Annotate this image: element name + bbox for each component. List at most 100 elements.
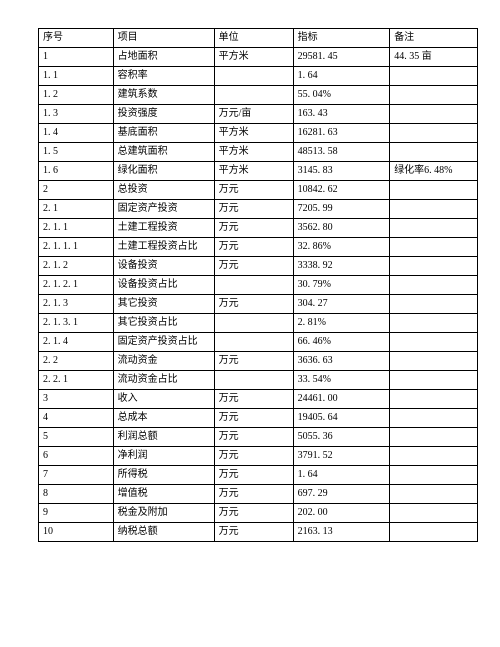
cell: 1 — [39, 48, 114, 67]
cell: 绿化率6. 48% — [390, 162, 478, 181]
cell: 万元 — [214, 295, 293, 314]
cell: 202. 00 — [293, 504, 390, 523]
cell: 总成本 — [113, 409, 214, 428]
cell: 44. 35 亩 — [390, 48, 478, 67]
cell: 1. 64 — [293, 466, 390, 485]
col-header-0: 序号 — [39, 29, 114, 48]
cell — [390, 295, 478, 314]
table-row: 1. 5总建筑面积平方米48513. 58 — [39, 143, 478, 162]
cell: 32. 86% — [293, 238, 390, 257]
cell: 万元 — [214, 352, 293, 371]
cell — [390, 200, 478, 219]
cell: 投资强度 — [113, 105, 214, 124]
table-row: 1. 1容积率1. 64 — [39, 67, 478, 86]
cell: 4 — [39, 409, 114, 428]
cell: 16281. 63 — [293, 124, 390, 143]
cell: 万元 — [214, 390, 293, 409]
cell — [390, 333, 478, 352]
cell: 2. 1. 2 — [39, 257, 114, 276]
cell — [390, 238, 478, 257]
cell: 万元 — [214, 257, 293, 276]
cell — [390, 105, 478, 124]
cell — [390, 428, 478, 447]
cell: 万元 — [214, 428, 293, 447]
cell: 万元 — [214, 447, 293, 466]
table-row: 3收入万元24461. 00 — [39, 390, 478, 409]
cell: 流动资金占比 — [113, 371, 214, 390]
cell: 2. 2. 1 — [39, 371, 114, 390]
cell: 土建工程投资占比 — [113, 238, 214, 257]
cell: 收入 — [113, 390, 214, 409]
cell: 2. 1. 1. 1 — [39, 238, 114, 257]
cell: 净利润 — [113, 447, 214, 466]
cell — [390, 371, 478, 390]
cell: 3636. 63 — [293, 352, 390, 371]
cell — [390, 466, 478, 485]
cell: 29581. 45 — [293, 48, 390, 67]
col-header-3: 指标 — [293, 29, 390, 48]
cell: 3562. 80 — [293, 219, 390, 238]
cell: 基底面积 — [113, 124, 214, 143]
cell: 24461. 00 — [293, 390, 390, 409]
cell: 66. 46% — [293, 333, 390, 352]
cell: 2163. 13 — [293, 523, 390, 542]
cell: 税金及附加 — [113, 504, 214, 523]
cell: 2. 1. 4 — [39, 333, 114, 352]
cell — [390, 390, 478, 409]
cell: 7205. 99 — [293, 200, 390, 219]
table-row: 2. 1. 1. 1土建工程投资占比万元32. 86% — [39, 238, 478, 257]
table-row: 1. 6绿化面积平方米3145. 83绿化率6. 48% — [39, 162, 478, 181]
cell: 平方米 — [214, 48, 293, 67]
cell — [390, 219, 478, 238]
cell: 3 — [39, 390, 114, 409]
cell: 1. 64 — [293, 67, 390, 86]
cell: 万元 — [214, 409, 293, 428]
cell: 10 — [39, 523, 114, 542]
cell: 建筑系数 — [113, 86, 214, 105]
table-row: 1. 2建筑系数 55. 04% — [39, 86, 478, 105]
cell: 万元 — [214, 219, 293, 238]
cell: 万元 — [214, 504, 293, 523]
cell: 697. 29 — [293, 485, 390, 504]
cell: 万元 — [214, 485, 293, 504]
cell: 总建筑面积 — [113, 143, 214, 162]
cell: 万元 — [214, 181, 293, 200]
cell: 1. 5 — [39, 143, 114, 162]
cell: 容积率 — [113, 67, 214, 86]
cell: 固定资产投资占比 — [113, 333, 214, 352]
cell: 5 — [39, 428, 114, 447]
cell: 33. 54% — [293, 371, 390, 390]
cell: 5055. 36 — [293, 428, 390, 447]
col-header-1: 项目 — [113, 29, 214, 48]
cell — [390, 257, 478, 276]
cell — [390, 409, 478, 428]
cell: 1. 6 — [39, 162, 114, 181]
cell: 304. 27 — [293, 295, 390, 314]
cell: 2. 1. 3 — [39, 295, 114, 314]
table-row: 2. 2. 1流动资金占比 33. 54% — [39, 371, 478, 390]
cell: 1. 3 — [39, 105, 114, 124]
cell — [390, 67, 478, 86]
table-row: 9税金及附加万元202. 00 — [39, 504, 478, 523]
cell: 1. 2 — [39, 86, 114, 105]
cell: 3338. 92 — [293, 257, 390, 276]
cell: 平方米 — [214, 124, 293, 143]
cell: 其它投资占比 — [113, 314, 214, 333]
cell: 55. 04% — [293, 86, 390, 105]
cell: 流动资金 — [113, 352, 214, 371]
cell — [390, 447, 478, 466]
cell — [390, 143, 478, 162]
table-row: 1占地面积平方米29581. 4544. 35 亩 — [39, 48, 478, 67]
cell: 2. 1 — [39, 200, 114, 219]
table-row: 2. 1. 3其它投资万元304. 27 — [39, 295, 478, 314]
cell — [390, 523, 478, 542]
cell: 2. 2 — [39, 352, 114, 371]
col-header-2: 单位 — [214, 29, 293, 48]
cell — [390, 485, 478, 504]
cell — [390, 276, 478, 295]
cell: 163. 43 — [293, 105, 390, 124]
cell: 所得税 — [113, 466, 214, 485]
table-row: 2. 1. 2. 1设备投资占比30. 79% — [39, 276, 478, 295]
table-row: 2. 1. 4固定资产投资占比 66. 46% — [39, 333, 478, 352]
cell: 10842. 62 — [293, 181, 390, 200]
